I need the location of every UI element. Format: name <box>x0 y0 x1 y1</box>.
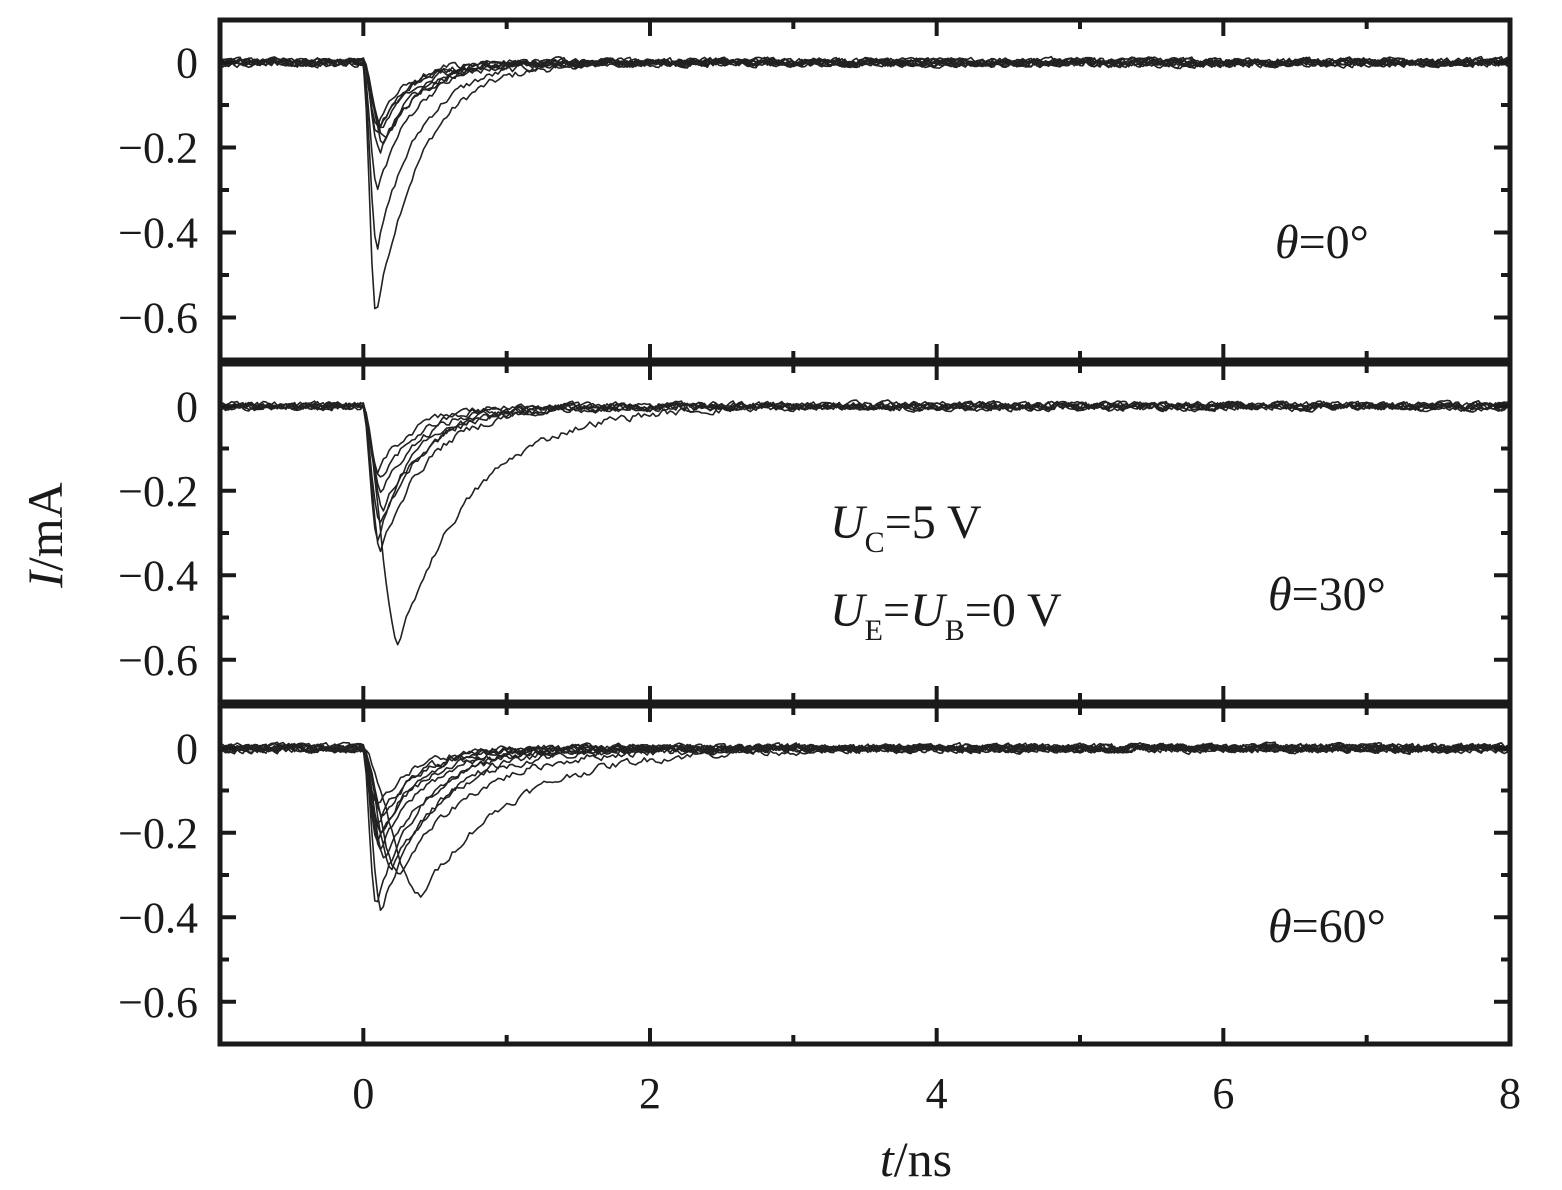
series-line <box>220 400 1510 512</box>
bias-c-subscript: C <box>865 526 885 559</box>
y-tick-label: −0.6 <box>118 978 198 1027</box>
series-line <box>220 56 1510 127</box>
bias-ub-symbol: U <box>910 584 948 637</box>
panel-0: 0 −0.2 −0.4 −0.6 θ=0° <box>118 17 1513 363</box>
y-tick-label: −0.2 <box>118 809 198 858</box>
y-tick-label: 0 <box>176 724 198 773</box>
x-tick-label: 2 <box>639 1069 661 1118</box>
angle-value: =30° <box>1292 568 1386 621</box>
bias-c-value: =5 V <box>885 496 982 549</box>
series-line <box>220 56 1510 154</box>
series-line <box>220 742 1510 824</box>
series-line <box>220 56 1510 139</box>
trace-group <box>220 741 1510 911</box>
bias-b-subscript: B <box>945 614 965 647</box>
bias-e-subscript: E <box>865 614 883 647</box>
y-axis-symbol: I <box>17 569 73 589</box>
series-line <box>220 400 1510 524</box>
series-line <box>220 56 1510 145</box>
angle-label: θ=60° <box>1268 900 1386 953</box>
series-line <box>220 741 1510 875</box>
bias-u-symbol: U <box>830 496 868 549</box>
panel-1: 0 −0.2 −0.4 −0.6 θ=30° <box>118 361 1513 705</box>
y-tick-label: −0.4 <box>118 209 198 258</box>
series-line <box>220 741 1510 817</box>
series-line <box>220 399 1510 474</box>
trace-group <box>220 55 1510 310</box>
x-axis-symbol: t <box>880 1131 895 1187</box>
angle-symbol: θ <box>1268 900 1292 953</box>
bias-eb-value: =0 V <box>965 584 1062 637</box>
bias-annotation-emitter-base: UE=UB=0 V <box>830 584 1062 647</box>
x-axis-label: t/ns <box>880 1131 952 1187</box>
panel-frame <box>217 17 1513 363</box>
x-axis-unit: /ns <box>894 1131 952 1187</box>
angle-label: θ=0° <box>1275 216 1369 269</box>
bias-annotation-collector: UC=5 V <box>830 496 982 559</box>
y-tick-label: −0.4 <box>118 551 198 600</box>
series-line <box>220 742 1510 843</box>
x-tick-label: 8 <box>1499 1069 1521 1118</box>
y-tick-label: −0.4 <box>118 893 198 942</box>
bias-equals: = <box>883 584 910 637</box>
panel-frame <box>217 703 1513 1047</box>
panel-2: 0 −0.2 −0.4 −0.6 θ=60° <box>118 703 1513 1047</box>
series-line <box>220 741 1510 805</box>
y-tick-label: 0 <box>176 382 198 431</box>
y-tick-label: 0 <box>176 39 198 88</box>
y-tick-label: −0.6 <box>118 636 198 685</box>
angle-value: =60° <box>1292 900 1386 953</box>
y-tick-label: −0.2 <box>118 467 198 516</box>
y-axis-label: I/mA <box>17 482 73 589</box>
x-tick-label: 0 <box>352 1069 374 1118</box>
x-tick-label: 6 <box>1212 1069 1234 1118</box>
series-line <box>220 55 1510 128</box>
series-line <box>220 399 1510 478</box>
y-axis-unit: /mA <box>17 482 73 571</box>
series-line <box>220 742 1510 871</box>
y-tick-label: −0.6 <box>118 294 198 343</box>
series-line <box>220 56 1510 133</box>
series-line <box>220 399 1510 542</box>
panels: 0−0.2−0.4−0.6θ=0°0−0.2−0.4−0.6θ=30°0−0.2… <box>118 17 1521 1118</box>
angle-symbol: θ <box>1275 216 1299 269</box>
series-line <box>220 400 1510 494</box>
series-line <box>220 55 1510 310</box>
angle-label: θ=30° <box>1268 568 1386 621</box>
angle-symbol: θ <box>1268 568 1292 621</box>
x-tick-label: 4 <box>926 1069 948 1118</box>
angle-value: =0° <box>1299 216 1369 269</box>
trace-group <box>220 399 1510 646</box>
series-line <box>220 56 1510 191</box>
bias-ue-symbol: U <box>830 584 868 637</box>
y-tick-label: −0.2 <box>118 124 198 173</box>
series-line <box>220 741 1510 859</box>
